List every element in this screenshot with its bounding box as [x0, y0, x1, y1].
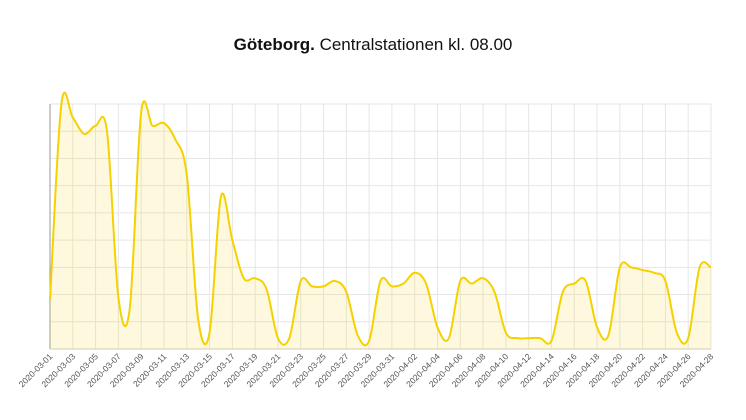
chart-title: Göteborg. Centralstationen kl. 08.00 — [234, 35, 513, 54]
title-place: Göteborg. — [234, 35, 315, 54]
line — [49, 91, 712, 347]
title-text: Centralstationen kl. 08.00 — [320, 35, 513, 54]
area-fill — [50, 92, 711, 350]
